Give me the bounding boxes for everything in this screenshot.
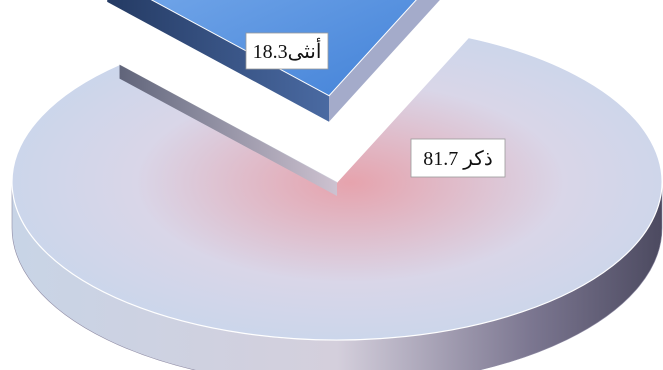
slice-male-cut-face — [119, 64, 337, 196]
data-label-female-box — [245, 32, 329, 70]
slice-female-face — [329, 0, 440, 122]
data-label-female-text: أنثى18.3 — [253, 37, 322, 63]
data-label-female: أنثى18.3 — [245, 32, 329, 70]
slice-female-side — [107, 0, 330, 122]
data-label-male: ذكر 81.7 — [410, 138, 506, 178]
slice-male — [11, 36, 663, 341]
data-label-male-text: ذكر 81.7 — [423, 148, 492, 170]
data-label-male-box — [410, 138, 506, 178]
